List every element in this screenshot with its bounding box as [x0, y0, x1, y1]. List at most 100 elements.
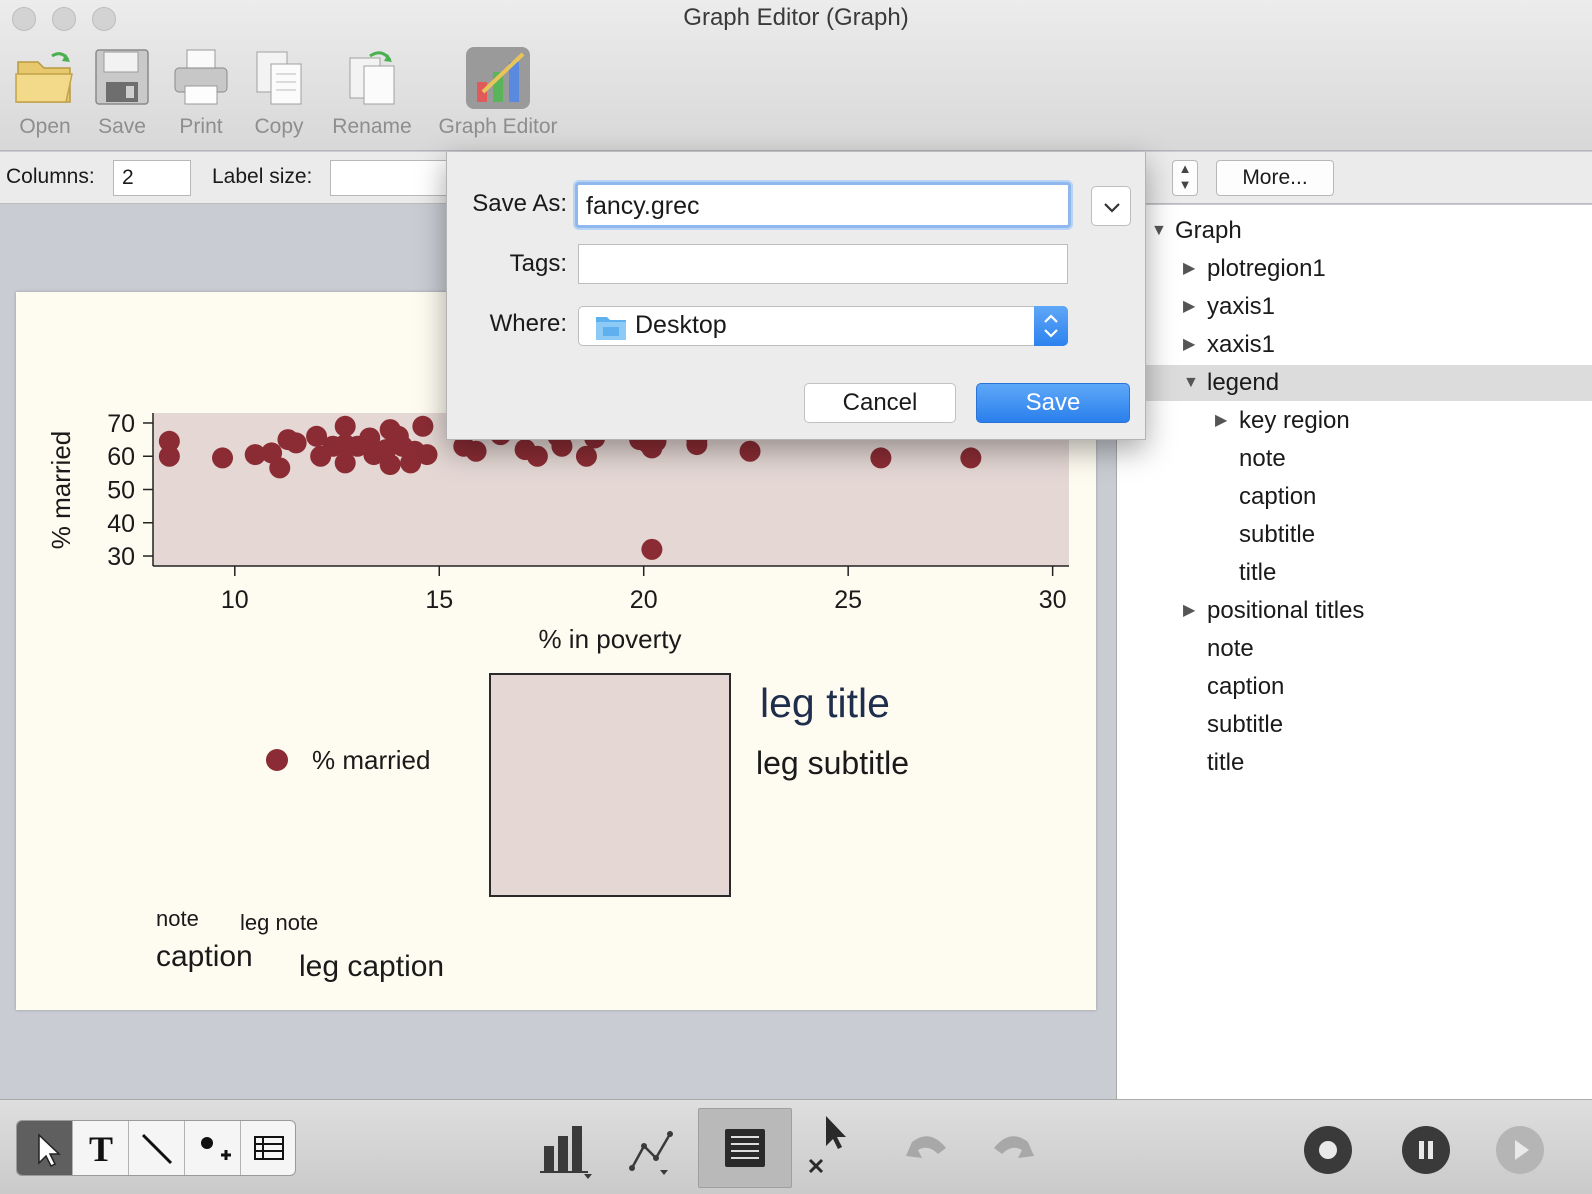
tree-item-yaxis1[interactable]: ▶ yaxis1	[1117, 289, 1592, 325]
line-tool-icon	[141, 1133, 173, 1165]
tree-item-legend[interactable]: ▼ legend	[1117, 365, 1592, 401]
scatter-point[interactable]	[334, 415, 356, 437]
scatter-point[interactable]	[158, 445, 180, 467]
tree-item-subtitle[interactable]: subtitle	[1117, 707, 1592, 743]
rename-button[interactable]: Rename	[327, 44, 417, 144]
tree-item-Graph[interactable]: ▼ Graph	[1117, 213, 1592, 249]
undo-button[interactable]	[900, 1108, 994, 1188]
copy-button[interactable]: Copy	[234, 44, 324, 144]
tree-item-xaxis1[interactable]: ▶ xaxis1	[1117, 327, 1592, 363]
cancel-button[interactable]: Cancel	[804, 383, 956, 423]
scatter-point[interactable]	[334, 452, 356, 474]
tree-item-title[interactable]: title	[1117, 555, 1592, 591]
line-tool-button[interactable]	[129, 1121, 185, 1175]
tree-item-note[interactable]: note	[1117, 631, 1592, 667]
x-axis-ticks: 10 15 20 25 30	[221, 566, 1067, 614]
scatter-point[interactable]	[551, 435, 573, 457]
tags-field[interactable]	[578, 244, 1068, 284]
text-tool-button[interactable]: T	[73, 1121, 129, 1175]
copy-label: Copy	[254, 115, 304, 138]
graph-editor-button[interactable]: Graph Editor	[431, 44, 565, 144]
tree-item-caption[interactable]: caption	[1117, 479, 1592, 515]
grid-tool-button[interactable]	[241, 1121, 295, 1175]
scatter-point[interactable]	[244, 444, 266, 466]
scatter-point[interactable]	[212, 447, 234, 469]
y-tick-label: 60	[107, 443, 135, 471]
scatter-point[interactable]	[412, 415, 434, 437]
save-as-field[interactable]: fancy.grec	[575, 182, 1071, 228]
legend-subtitle: leg subtitle	[756, 745, 909, 781]
y-tick-label: 30	[107, 543, 135, 571]
tree-item-note[interactable]: note	[1117, 441, 1592, 477]
where-stepper[interactable]	[1034, 306, 1068, 346]
print-label: Print	[179, 115, 223, 138]
label-size-field[interactable]	[330, 160, 450, 196]
scatter-point[interactable]	[870, 447, 892, 469]
scatter-point[interactable]	[465, 440, 487, 462]
play-icon	[1515, 1140, 1529, 1160]
redo-icon	[994, 1136, 1034, 1158]
tree-item-key-region[interactable]: ▶ key region	[1117, 403, 1592, 439]
disclosure-collapsed-icon[interactable]: ▶	[1215, 412, 1228, 429]
window-titlebar: Graph Editor (Graph) Open Save Print	[0, 0, 1592, 151]
pointer-tool-button[interactable]	[17, 1121, 73, 1175]
scatter-point[interactable]	[269, 457, 291, 479]
play-button[interactable]	[1496, 1126, 1544, 1174]
add-object-icon	[808, 1116, 846, 1174]
legend-key-region[interactable]	[489, 673, 731, 897]
redo-button[interactable]	[980, 1108, 1074, 1188]
disclosure-collapsed-icon[interactable]: ▶	[1183, 602, 1196, 619]
minimize-window-button[interactable]	[52, 7, 76, 31]
disclosure-expanded-icon[interactable]: ▼	[1151, 222, 1167, 239]
print-button[interactable]: Print	[156, 44, 246, 144]
tree-item-plotregion1[interactable]: ▶ plotregion1	[1117, 251, 1592, 287]
stepper-icon[interactable]: ▲ ▼	[1172, 160, 1198, 196]
scatter-point[interactable]	[359, 427, 381, 449]
scatter-point[interactable]	[641, 538, 663, 560]
where-select[interactable]: Desktop	[578, 306, 1068, 346]
tree-item-subtitle[interactable]: subtitle	[1117, 517, 1592, 553]
disclosure-collapsed-icon[interactable]: ▶	[1183, 336, 1196, 353]
tree-item-positional-titles[interactable]: ▶ positional titles	[1117, 593, 1592, 629]
plot-type-button[interactable]	[624, 1108, 718, 1188]
scatter-point[interactable]	[960, 447, 982, 469]
record-button[interactable]	[1304, 1126, 1352, 1174]
zoom-window-button[interactable]	[92, 7, 116, 31]
pause-button[interactable]	[1402, 1126, 1450, 1174]
chevron-down-icon	[1104, 203, 1120, 213]
x-tick-label: 25	[834, 586, 862, 614]
scatter-point[interactable]	[285, 432, 307, 454]
object-browser-button[interactable]	[698, 1108, 792, 1188]
tree-item-label: xaxis1	[1207, 331, 1276, 358]
svg-text:T: T	[89, 1129, 113, 1169]
disclosure-collapsed-icon[interactable]: ▶	[1183, 298, 1196, 315]
tree-item-label: caption	[1207, 673, 1285, 700]
more-button[interactable]: More...	[1216, 160, 1334, 196]
graph-caption: caption	[156, 940, 253, 973]
scatter-points	[158, 415, 982, 560]
record-icon	[1319, 1141, 1337, 1159]
save-toolbar-button[interactable]: Save	[77, 44, 167, 144]
graph-svg: 30 40 50 60 70 10 15 20 25 30 % married % in pov…	[46, 410, 1069, 983]
tree-item-title[interactable]: title	[1117, 745, 1592, 781]
where-value: Desktop	[635, 311, 727, 339]
open-button[interactable]: Open	[0, 44, 90, 144]
scatter-point[interactable]	[416, 444, 438, 466]
scatter-point[interactable]	[575, 445, 597, 467]
save-button[interactable]: Save	[976, 383, 1130, 423]
folder-icon	[596, 317, 626, 340]
expand-dialog-button[interactable]	[1091, 186, 1131, 226]
marker-tool-button[interactable]	[185, 1121, 241, 1175]
tree-item-caption[interactable]: caption	[1117, 669, 1592, 705]
close-window-button[interactable]	[12, 7, 36, 31]
disclosure-expanded-icon[interactable]: ▼	[1183, 374, 1199, 391]
add-object-button[interactable]	[806, 1108, 900, 1188]
disclosure-collapsed-icon[interactable]: ▶	[1183, 260, 1196, 277]
scatter-point[interactable]	[158, 430, 180, 452]
scatter-point[interactable]	[739, 440, 761, 462]
graph-recorder-button[interactable]	[534, 1108, 628, 1188]
scatter-point[interactable]	[526, 445, 548, 467]
columns-field[interactable]: 2	[113, 160, 191, 196]
scatter-point[interactable]	[306, 425, 328, 447]
scatter-point[interactable]	[379, 454, 401, 476]
